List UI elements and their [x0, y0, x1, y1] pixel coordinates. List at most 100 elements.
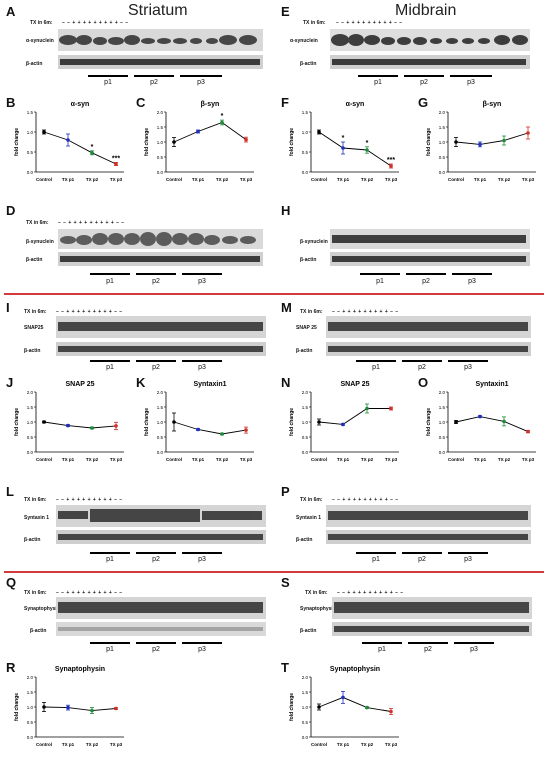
significance-marker: *: [366, 140, 369, 147]
y-tick-label: 0.0: [302, 450, 309, 455]
group-label-p1: p1: [106, 364, 114, 371]
x-tick-label: TX p2: [216, 457, 229, 462]
x-tick-label: TX p1: [192, 457, 205, 462]
tx-signs: – – + + + + + + + + + – –: [337, 590, 404, 596]
chart-B: α-syn 0.0 0.5 1.0 1.5 fold change Control TX p1…: [12, 98, 132, 193]
panel-label-K: K: [136, 375, 146, 390]
tx-signs: – – + + + + + + + + + – –: [332, 497, 399, 503]
y-axis-label: fold change: [144, 128, 150, 156]
panel-label-N: N: [281, 375, 291, 390]
x-tick-label: TX p2: [498, 177, 511, 182]
group-label-p2: p2: [152, 646, 160, 653]
series-line: [173, 121, 247, 143]
y-axis-label: fold change: [289, 693, 295, 721]
line-chart-svg: Syntaxin1 0.0 0.5 1.0 1.5 2.0 fold change Contr…: [144, 381, 254, 462]
group-bar: [406, 273, 446, 275]
blot-row-label: β-actin: [26, 257, 43, 263]
series-line: [455, 132, 529, 145]
panel-label-J: J: [6, 375, 14, 390]
data-point: [317, 420, 321, 424]
chart-title: α-syn: [71, 101, 90, 108]
data-point: [114, 706, 118, 711]
blot-row-label: SNAP25: [24, 325, 44, 331]
y-tick-label: 2.0: [439, 390, 446, 395]
tx-signs: – – + + + + + + + + + – –: [56, 590, 123, 596]
data-point: [454, 140, 458, 144]
line-chart-svg: Synaptophysin 0.0 0.5 1.0 1.5 2.0 fold change C…: [289, 666, 399, 747]
data-point: [365, 406, 369, 411]
x-tick-label: TX p3: [110, 742, 123, 747]
group-label-p1: p1: [378, 646, 386, 653]
group-label-p2: p2: [418, 556, 426, 563]
western-blot-image: [326, 530, 531, 544]
x-tick-label: TX p3: [240, 177, 253, 182]
data-point: [114, 162, 118, 166]
group-bar: [356, 360, 396, 362]
x-tick-label: TX p3: [110, 177, 123, 182]
group-label-p3: p3: [198, 646, 206, 653]
y-tick-label: 0.0: [439, 450, 446, 455]
x-tick-label: TX p3: [522, 457, 535, 462]
group-bar: [180, 75, 222, 77]
midbrain-title: Midbrain: [395, 2, 457, 19]
x-tick-label: Control: [166, 177, 182, 182]
x-tick-label: TX p1: [474, 457, 487, 462]
chart-title: Syntaxin1: [475, 381, 508, 388]
y-tick-label: 0.0: [439, 170, 446, 175]
blot-row-label: β-actin: [30, 628, 47, 634]
group-label-p1: p1: [374, 79, 382, 86]
y-tick-label: 0.0: [27, 170, 34, 175]
chart-C: β-syn 0.0 0.5 1.0 1.5 2.0 fold change Control TX…: [142, 98, 262, 193]
blot-row-label: Syntaxin 1: [296, 515, 322, 521]
blot-row-label: β-actin: [24, 348, 41, 354]
blot-row-label: β-actin: [26, 61, 43, 67]
data-point: [526, 429, 530, 434]
data-point: [220, 120, 224, 125]
western-blot-image: [56, 342, 266, 356]
line-chart-svg: SNAP 25 0.0 0.5 1.0 1.5 2.0 fold change Control…: [289, 381, 399, 462]
data-point: [478, 142, 482, 147]
group-label-p1: p1: [104, 79, 112, 86]
chart-T: Synaptophysin 0.0 0.5 1.0 1.5 2.0 fold change C…: [287, 663, 407, 758]
western-blot-image: [330, 252, 530, 266]
group-label-p3: p3: [198, 278, 206, 285]
significance-marker: *: [91, 144, 94, 151]
data-point: [90, 151, 94, 155]
group-bar: [448, 552, 488, 554]
y-tick-label: 0.0: [157, 450, 164, 455]
y-tick-label: 1.5: [157, 405, 164, 410]
data-point: [196, 129, 200, 134]
x-tick-label: TX p1: [474, 177, 487, 182]
group-bar: [136, 642, 176, 644]
section-separator: [4, 571, 544, 573]
chart-title: SNAP 25: [65, 381, 94, 388]
group-bar: [182, 273, 222, 275]
series-line: [455, 416, 529, 433]
x-tick-label: TX p3: [385, 177, 398, 182]
y-axis-label: fold change: [144, 408, 150, 436]
data-point: [341, 146, 345, 150]
y-tick-label: 2.0: [157, 110, 164, 115]
panel-label-O: O: [418, 375, 429, 390]
blot-row-label: Syntaxin 1: [24, 515, 50, 521]
x-tick-label: TX p3: [240, 457, 253, 462]
x-tick-label: TX p2: [361, 742, 374, 747]
x-tick-label: Control: [311, 742, 327, 747]
significance-marker: *: [221, 113, 224, 120]
blot-row-label: α-synuclein: [290, 38, 318, 44]
panel-label-M: M: [281, 300, 292, 315]
line-chart-svg: β-syn 0.0 0.5 1.0 1.5 2.0 fold change Control TX…: [144, 101, 254, 182]
y-tick-label: 1.0: [302, 705, 309, 710]
y-tick-label: 1.0: [157, 140, 164, 145]
tx-label: TX in 6m:: [30, 20, 53, 26]
tx-label: TX in 6m:: [26, 220, 49, 226]
data-point: [502, 138, 506, 143]
group-bar: [402, 552, 442, 554]
group-bar: [182, 360, 222, 362]
chart-title: β-syn: [483, 101, 502, 108]
x-tick-label: TX p2: [361, 177, 374, 182]
data-point: [478, 414, 482, 419]
significance-marker: *: [342, 135, 345, 142]
y-tick-label: 1.5: [439, 125, 446, 130]
data-point: [196, 427, 200, 432]
